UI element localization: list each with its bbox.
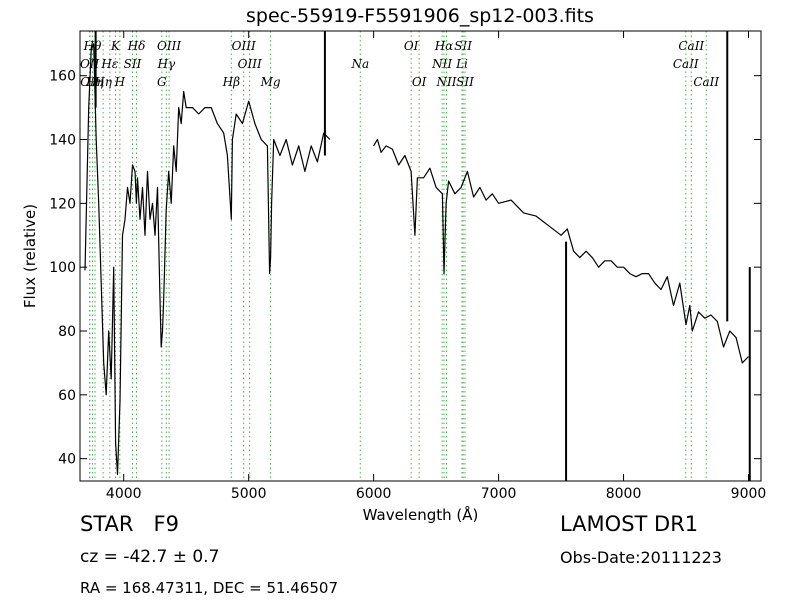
spectral-line-label: CaII	[693, 75, 719, 89]
spectrum-series	[84, 31, 751, 481]
class-value: STAR	[80, 512, 134, 536]
spectral-line-label: SII	[456, 75, 474, 89]
plot-frame	[79, 30, 762, 482]
spectrum-line-segment	[373, 138, 749, 364]
y-tick-label: 100	[49, 260, 76, 276]
y-tick-label: 160	[49, 69, 76, 85]
spectral-line-label: OI	[412, 75, 427, 89]
spectral-line-label: NII	[435, 75, 456, 89]
x-tick-label: 8000	[606, 486, 642, 502]
spectral-line-label: SII	[454, 39, 472, 53]
y-tick-label: 40	[58, 452, 76, 468]
redshift-label: cz = -42.7 ± 0.7	[80, 547, 220, 567]
spectral-line-label: Hε	[100, 57, 118, 71]
x-tick-label: 9000	[731, 486, 767, 502]
spectral-line-label: Li	[455, 57, 468, 71]
subclass-value: F9	[153, 512, 179, 536]
spectral-line-label: Hη	[93, 75, 112, 89]
spectral-line-label: Hγ	[157, 57, 176, 71]
class-label: STAR F9	[80, 512, 179, 536]
x-axis-label: Wavelength (Å)	[363, 505, 479, 524]
y-tick-label: 140	[49, 133, 76, 149]
spectral-line-label: OI	[404, 39, 419, 53]
spectrum-line-segment	[84, 43, 331, 476]
y-tick-label: 80	[58, 324, 76, 340]
y-tick-label: 60	[58, 388, 76, 404]
y-axis-label: Flux (relative)	[21, 204, 39, 308]
coordinates-label: RA = 168.47311, DEC = 51.46507	[80, 579, 339, 597]
x-tick-label: 6000	[356, 486, 392, 502]
spectral-line-label: OIII	[238, 57, 262, 71]
spectral-line-label: G	[157, 75, 167, 89]
x-tick-label: 5000	[231, 486, 267, 502]
spectral-line-label: K	[110, 39, 121, 53]
spectral-line-label: CaII	[673, 57, 699, 71]
spectral-line-label: Hδ	[127, 39, 146, 53]
spectral-line-markers: OIIOIIHθHηHηHεKHSIIHδGHγOIIIHβOIIIOIIIMg…	[80, 31, 719, 481]
spectral-line-label: Na	[350, 57, 369, 71]
spectral-line-label: SII	[124, 57, 142, 71]
survey-label: LAMOST DR1	[560, 512, 699, 536]
spectral-line-label: Mg	[260, 75, 281, 89]
x-axis-ticks: 4000 5000 6000 7000 8000 9000	[106, 31, 766, 502]
y-axis-ticks: 40 60 80 100 120 140 160	[49, 69, 761, 468]
spectral-line-label: OIII	[157, 39, 181, 53]
x-tick-label: 4000	[106, 486, 142, 502]
spectral-line-label: OIII	[232, 39, 256, 53]
spectral-line-label: CaII	[678, 39, 704, 53]
x-tick-label: 7000	[481, 486, 517, 502]
obs-date-label: Obs-Date:20111223	[560, 548, 722, 567]
spectral-line-label: Hα	[434, 39, 454, 53]
y-tick-label: 120	[49, 196, 76, 212]
spectral-line-label: NII	[431, 57, 452, 71]
chart-title: spec-55919-F5591906_sp12-003.fits	[246, 5, 594, 27]
spectral-line-label: Hβ	[222, 75, 240, 89]
spectral-line-label: H	[114, 75, 126, 89]
